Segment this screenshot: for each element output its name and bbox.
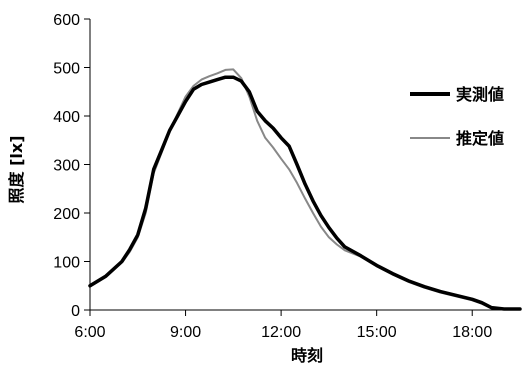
- legend-label: 推定値: [456, 129, 504, 148]
- y-tick-label: 200: [53, 206, 80, 223]
- x-tick-label: 18:00: [452, 324, 492, 341]
- y-tick-label: 600: [53, 12, 80, 29]
- y-tick-label: 0: [71, 303, 80, 320]
- y-tick-label: 400: [53, 109, 80, 126]
- series-line-estimated: [89, 68, 521, 310]
- x-tick-label: 9:00: [170, 324, 201, 341]
- series-line-measured: [88, 75, 522, 311]
- axes: [84, 18, 520, 316]
- x-tick-label: 15:00: [357, 324, 397, 341]
- plot-area: [88, 68, 522, 311]
- x-tick-label: 6:00: [74, 324, 105, 341]
- y-tick-label: 500: [53, 61, 80, 78]
- y-tick-label: 300: [53, 158, 80, 175]
- legend-label: 実測値: [456, 85, 504, 104]
- y-axis-title: 照度 [lx]: [7, 135, 26, 203]
- tick-labels: 0 100 200 300 400 500 600 6:00 9:00 12:00 15:00 18:…: [53, 12, 492, 341]
- x-tick-label: 12:00: [261, 324, 301, 341]
- y-tick-label: 100: [53, 255, 80, 272]
- x-axis-title: 時刻: [291, 346, 323, 365]
